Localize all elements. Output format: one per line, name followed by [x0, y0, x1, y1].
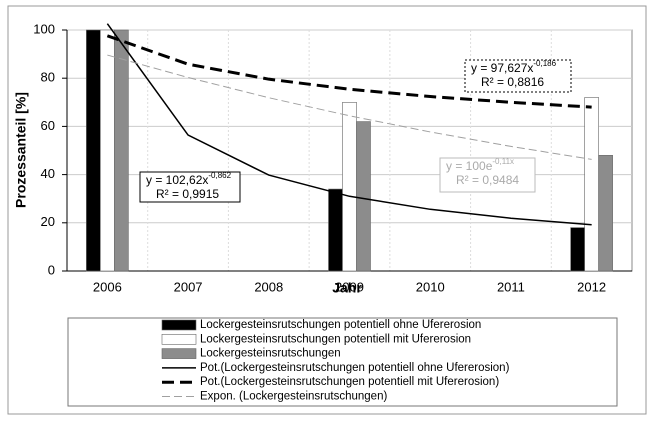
- equation-exponent: -0,186: [533, 59, 556, 68]
- bar: [342, 102, 357, 272]
- y-tick-label: 40: [41, 166, 55, 181]
- x-tick-label: 2011: [497, 279, 525, 294]
- trend-line: [106, 23, 592, 226]
- bar: [584, 97, 599, 272]
- bar: [86, 29, 101, 272]
- legend-swatch: [161, 319, 197, 331]
- legend-label: Expon. (Lockergesteinsrutschungen): [200, 391, 387, 403]
- equation: y = 100e-0,11x: [446, 157, 514, 173]
- trend-line: [107, 54, 592, 160]
- x-tick-label: 2006: [93, 279, 122, 294]
- bar: [570, 227, 585, 272]
- bar: [328, 188, 343, 272]
- y-tick-label: 20: [41, 214, 55, 229]
- equation-box: [464, 59, 572, 93]
- r-squared: R² = 0,9484: [456, 173, 519, 187]
- legend: [67, 317, 618, 407]
- legend-label: Pot.(Lockergesteinsrutschungen potentiel…: [200, 362, 510, 374]
- legend-swatch: [161, 348, 197, 359]
- bar: [100, 29, 115, 272]
- x-tick-label: 2007: [174, 279, 203, 294]
- x-tick-label: 2008: [254, 279, 283, 294]
- legend-label: Lockergesteinsrutschungen: [200, 348, 341, 360]
- legend-label: Pot.(Lockergesteinsrutschungen potentiel…: [200, 376, 499, 388]
- x-tick-label: 2012: [577, 279, 606, 294]
- equation-text: y = 102,62x: [146, 173, 208, 187]
- x-tick-label: 2009: [335, 279, 364, 294]
- bar: [356, 121, 371, 272]
- equation-box: [139, 171, 241, 203]
- r-squared: R² = 0,8816: [481, 75, 544, 89]
- y-tick-label: 100: [33, 21, 55, 36]
- y-tick-label: 80: [41, 70, 55, 85]
- r-squared: R² = 0,9915: [156, 187, 219, 201]
- equation-box: [439, 157, 536, 193]
- equation: y = 102,62x-0,862: [146, 171, 232, 187]
- x-axis-label: Jahr: [332, 280, 362, 296]
- x-tick-label: 2010: [416, 279, 445, 294]
- equation-text: y = 100e: [446, 159, 493, 173]
- bar: [598, 155, 613, 272]
- equation-text: y = 97,627x: [471, 61, 533, 75]
- legend-label: Lockergesteinsrutschungen potentiell mit…: [200, 333, 471, 345]
- equation-exponent: -0,11x: [492, 157, 514, 166]
- equation-exponent: -0,862: [208, 171, 231, 180]
- y-axis-label: Prozessanteil [%]: [13, 92, 29, 208]
- equation: y = 97,627x-0,186: [471, 59, 557, 75]
- y-tick-label: 0: [48, 262, 55, 277]
- y-tick-label: 60: [41, 118, 55, 133]
- bar: [114, 29, 129, 272]
- legend-swatch: [161, 333, 197, 345]
- legend-label: Lockergesteinsrutschungen potentiell ohn…: [200, 319, 481, 331]
